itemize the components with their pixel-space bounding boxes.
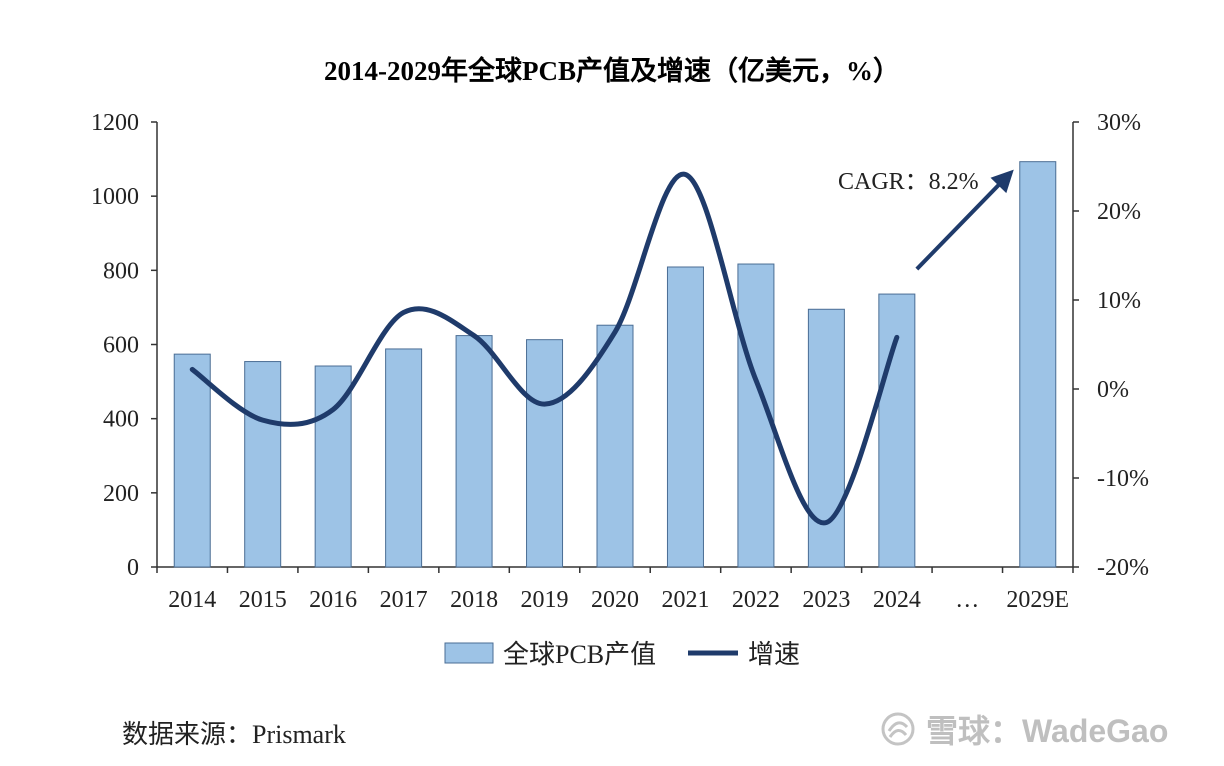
bar-2018 [455, 335, 493, 568]
bar-2014 [173, 353, 211, 568]
watermark-text: 雪球：WadeGao [926, 713, 1169, 749]
y-right-tick-label: -10% [1097, 466, 1149, 492]
source-note: 数据来源：Prismark [122, 720, 346, 749]
x-tick-label: 2029E [1006, 587, 1069, 613]
y-right-tick-label: 30% [1097, 110, 1141, 136]
x-tick-label: 2024 [873, 587, 921, 613]
cagr-annotation: CAGR：8.2% [838, 169, 979, 195]
x-tick-label: 2023 [802, 587, 850, 613]
cagr-arrow-shaft [915, 176, 1008, 271]
x-tick-label: 2021 [661, 587, 709, 613]
combo-chart: 2014-2029年全球PCB产值及增速（亿美元，%） 0 200 400 600 80… [91, 55, 1149, 669]
y-left-tick-label: 200 [103, 481, 139, 507]
y-right-tick-label: -20% [1097, 555, 1149, 581]
plot-area: 0 200 400 600 800 1000 1200 -20% -10% 0% 10% 20% 30%… [91, 110, 1149, 613]
bar-2020 [596, 324, 634, 568]
x-tick-label: 2016 [309, 587, 357, 613]
legend: 全球PCB产值 增速 [444, 640, 800, 669]
chart-title: 2014-2029年全球PCB产值及增速（亿美元，%） [324, 55, 900, 86]
cagr-arrow-head [990, 169, 1014, 194]
y-left-tick-label: 600 [103, 333, 139, 359]
y-left-tick-label: 400 [103, 407, 139, 433]
y-left-tick-label: 0 [127, 555, 139, 581]
y-left-tick-label: 1000 [91, 184, 139, 210]
x-tick-label: 2017 [380, 587, 428, 613]
y-left-tick-label: 800 [103, 258, 139, 284]
snowball-logo-icon [881, 712, 915, 746]
bar-2017 [385, 348, 423, 568]
bar-2019 [526, 339, 564, 568]
bar-2021 [666, 266, 704, 568]
y-right-tick-label: 0% [1097, 377, 1129, 403]
x-tick-label: 2015 [239, 587, 287, 613]
legend-swatch-bar [444, 642, 494, 664]
watermark: 雪球：WadeGao [880, 706, 1168, 752]
x-tick-label: 2020 [591, 587, 639, 613]
bar-2029E [1019, 161, 1057, 568]
bar-2023 [807, 308, 845, 568]
y-right-tick-label: 10% [1097, 288, 1141, 314]
x-tick-label: 2018 [450, 587, 498, 613]
x-tick-label: 2014 [168, 587, 216, 613]
x-tick-label: 2019 [521, 587, 569, 613]
x-tick-label: … [955, 587, 979, 613]
legend-label-line: 增速 [748, 640, 800, 669]
legend-label-bar: 全球PCB产值 [503, 640, 656, 669]
y-right-tick-label: 20% [1097, 199, 1141, 225]
y-left-tick-label: 1200 [91, 110, 139, 136]
growth-line [189, 171, 900, 526]
x-tick-label: 2022 [732, 587, 780, 613]
bar-2015 [244, 361, 282, 568]
